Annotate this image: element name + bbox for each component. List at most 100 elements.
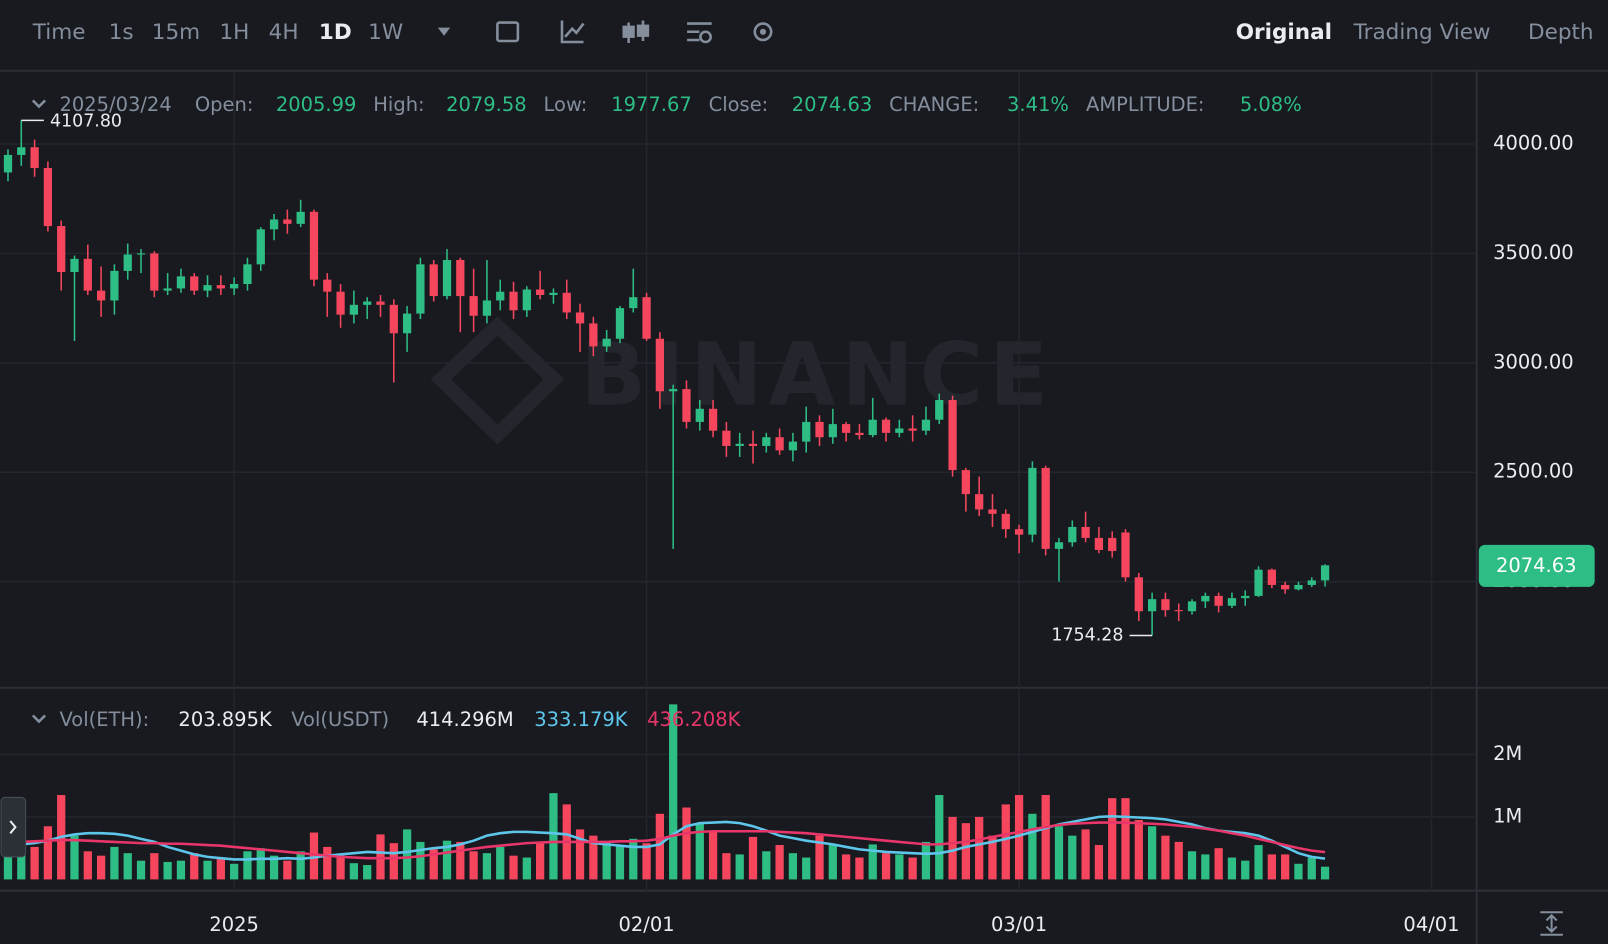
volume-bar xyxy=(1134,820,1143,880)
volume-bar xyxy=(17,843,26,880)
candle-body xyxy=(1028,467,1037,535)
date: 2025/03/24 xyxy=(59,93,171,116)
volume-bar xyxy=(549,793,558,880)
plot: 202502/0103/0104/012000.002500.003000.00… xyxy=(0,71,1574,936)
volume-bar xyxy=(256,848,265,880)
candle-body xyxy=(602,338,611,347)
candle-body xyxy=(868,419,877,436)
y-tick-label: 1M xyxy=(1493,804,1522,827)
candle-body xyxy=(323,279,332,292)
candle-body xyxy=(283,219,292,224)
view-tab[interactable]: Trading View xyxy=(1353,20,1491,45)
interval-button[interactable]: 1D xyxy=(319,20,352,45)
candle-body xyxy=(309,211,319,280)
volume-bar xyxy=(296,851,305,880)
indicator-icon[interactable] xyxy=(560,20,585,44)
volume-label: Vol(ETH): xyxy=(59,708,149,731)
collapse-icon[interactable] xyxy=(31,714,47,724)
volume-bar xyxy=(216,858,225,880)
candle-body xyxy=(722,430,731,446)
candle-body xyxy=(815,421,824,438)
candle-body xyxy=(1001,513,1010,530)
settings-icon[interactable] xyxy=(753,22,773,42)
candle-body xyxy=(402,313,412,334)
candle-body xyxy=(828,424,837,438)
volume-bar xyxy=(1320,866,1330,880)
candle-body xyxy=(855,432,864,436)
volume-usdt-value: 414.296M xyxy=(416,708,513,731)
candle-body xyxy=(575,312,585,324)
candle-body xyxy=(1081,526,1090,538)
candle-body xyxy=(336,291,345,315)
volume-bar xyxy=(429,849,438,880)
volume-bar xyxy=(842,854,851,880)
candle-body xyxy=(1307,580,1316,585)
candle-body xyxy=(1227,598,1237,606)
view-tab[interactable]: Depth xyxy=(1528,20,1594,45)
volume-bar xyxy=(735,854,744,880)
volume-bar xyxy=(975,816,984,880)
candle-body xyxy=(1201,595,1210,602)
min-label: 1754.28 xyxy=(1051,625,1123,645)
candle-body xyxy=(190,276,199,291)
candle-body xyxy=(1267,569,1276,585)
candle-body xyxy=(110,270,119,301)
volume-bar xyxy=(1307,857,1316,880)
candle-body xyxy=(642,297,651,339)
calendar-icon[interactable] xyxy=(496,21,520,43)
candle-icon-body xyxy=(622,25,635,38)
high-value: 2079.58 xyxy=(446,93,527,116)
volume-bar xyxy=(363,865,372,880)
volume-bar xyxy=(1294,863,1303,880)
candle-body xyxy=(908,428,917,431)
interval-button[interactable]: 4H xyxy=(269,20,299,45)
volume-bar xyxy=(708,830,718,880)
candle-icon-body xyxy=(636,24,650,37)
interval-button[interactable]: Time xyxy=(32,20,86,45)
candle-body xyxy=(429,264,438,297)
dropdown-icon[interactable] xyxy=(437,27,451,36)
volume-bar xyxy=(349,863,359,880)
candle-body xyxy=(1041,467,1050,549)
volume-bar xyxy=(589,835,598,880)
price-tag-label: 2074.63 xyxy=(1496,554,1577,577)
volume-bar xyxy=(1254,845,1263,880)
volume-bar xyxy=(1094,845,1104,880)
candle-body xyxy=(1147,599,1157,612)
scale-icon[interactable] xyxy=(1540,911,1563,936)
candle-body xyxy=(988,509,997,514)
volume-bar xyxy=(1281,854,1290,880)
volume-bar xyxy=(748,836,758,880)
candle-body xyxy=(1174,610,1183,612)
candle-body xyxy=(549,292,558,295)
interval-button[interactable]: 15m xyxy=(152,20,200,45)
y-tick-label: 3500.00 xyxy=(1493,241,1574,264)
low-value: 1977.67 xyxy=(611,93,692,116)
interval-button[interactable]: 1s xyxy=(109,20,134,45)
candle-body xyxy=(203,285,212,291)
interval-button[interactable]: 1H xyxy=(219,20,249,45)
candle-body xyxy=(176,276,186,289)
view-tab[interactable]: Original xyxy=(1236,20,1332,45)
volume-bar xyxy=(815,835,824,880)
candle-body xyxy=(496,291,505,301)
interval-button[interactable]: 1W xyxy=(368,20,403,45)
volume-bar xyxy=(935,795,944,880)
candle-body xyxy=(975,494,984,510)
close-value: 2074.63 xyxy=(792,93,873,116)
candle-body xyxy=(748,443,758,446)
ma-line xyxy=(7,821,1326,860)
volume-bar xyxy=(1028,813,1037,880)
candle-body xyxy=(269,219,279,230)
candle-body xyxy=(655,338,664,392)
candle-body xyxy=(1014,529,1024,535)
candle-body xyxy=(1134,577,1143,612)
volume-bar xyxy=(336,855,345,880)
candle-body xyxy=(230,284,239,289)
candle-body xyxy=(376,301,385,305)
candle-body xyxy=(349,304,359,315)
change-label: CHANGE: xyxy=(889,93,979,116)
collapse-icon[interactable] xyxy=(31,99,47,109)
side-handle[interactable] xyxy=(0,796,27,858)
template-icon[interactable] xyxy=(687,22,712,42)
